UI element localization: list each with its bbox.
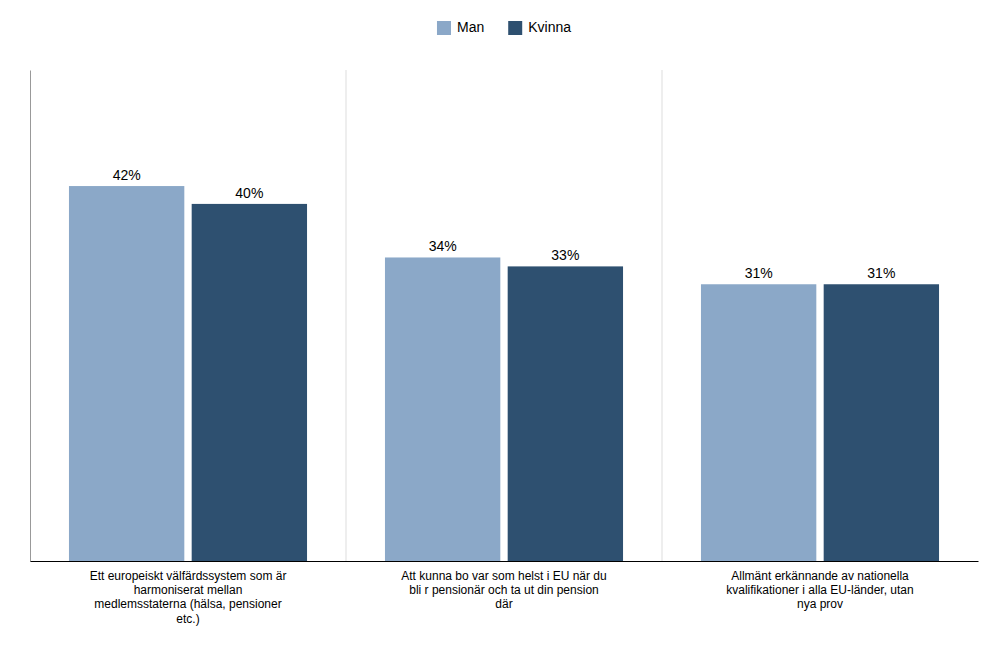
legend: Man Kvinna — [437, 19, 571, 35]
y-axis-line — [30, 71, 31, 562]
legend-item: Kvinna — [508, 19, 571, 35]
bar — [824, 284, 939, 561]
data-label: 40% — [235, 185, 263, 201]
legend-swatch — [437, 21, 451, 35]
bars — [69, 186, 939, 561]
x-tick-label-line: nya prov — [797, 597, 843, 611]
separators — [346, 70, 662, 561]
x-tick-label-line: Allmänt erkännande av nationella — [731, 569, 909, 583]
bar — [192, 204, 307, 561]
bar — [701, 284, 816, 561]
x-tick: Allmänt erkännande av nationellakvalifik… — [726, 561, 913, 611]
x-tick-label-line: där — [495, 597, 512, 611]
x-tick-label: Ett europeiskt välfärdssystem som ärharm… — [90, 569, 287, 626]
data-labels: 42% 34% 31% 40% 33% 31% — [113, 167, 896, 281]
group-separator — [662, 70, 663, 561]
data-label: 34% — [429, 238, 457, 254]
legend-swatch — [508, 21, 522, 35]
x-tick-label-line: medlemsstaterna (hälsa, pensioner — [94, 597, 281, 611]
bar — [69, 186, 184, 561]
chart: 42% 34% 31% 40% 33% 31% Ett europeiskt välfärd… — [0, 0, 1008, 661]
x-tick-label-line: Ett europeiskt välfärdssystem som är — [90, 569, 287, 583]
x-axis-line — [31, 561, 979, 562]
bar — [508, 266, 623, 561]
legend-item: Man — [437, 19, 484, 35]
x-tick-label-line: harmoniserat mellan — [134, 583, 243, 597]
x-tick-label-line: Att kunna bo var som helst i EU när du — [401, 569, 606, 583]
data-label: 31% — [745, 265, 773, 281]
x-tick-label: Att kunna bo var som helst i EU när dubl… — [401, 569, 606, 612]
group-separator — [346, 70, 347, 561]
y-axis — [30, 71, 31, 562]
data-label: 33% — [551, 247, 579, 263]
x-tick: Ett europeiskt välfärdssystem som ärharm… — [90, 561, 287, 626]
x-axis: Ett europeiskt välfärdssystem som ärharm… — [31, 561, 979, 626]
legend-label: Kvinna — [528, 19, 571, 35]
legend-label: Man — [457, 19, 484, 35]
data-label: 31% — [867, 265, 895, 281]
x-tick-label-line: etc.) — [176, 612, 199, 626]
data-label: 42% — [113, 167, 141, 183]
x-tick-label-line: kvalifikationer i alla EU-länder, utan — [726, 583, 913, 597]
bar — [385, 257, 500, 561]
x-tick: Att kunna bo var som helst i EU när dubl… — [401, 561, 606, 611]
plot: 42% 34% 31% 40% 33% 31% Ett europeiskt välfärd… — [31, 70, 979, 626]
x-tick-label: Allmänt erkännande av nationellakvalifik… — [726, 569, 913, 612]
x-tick-label-line: bli r pensionär och ta ut din pension — [409, 583, 598, 597]
